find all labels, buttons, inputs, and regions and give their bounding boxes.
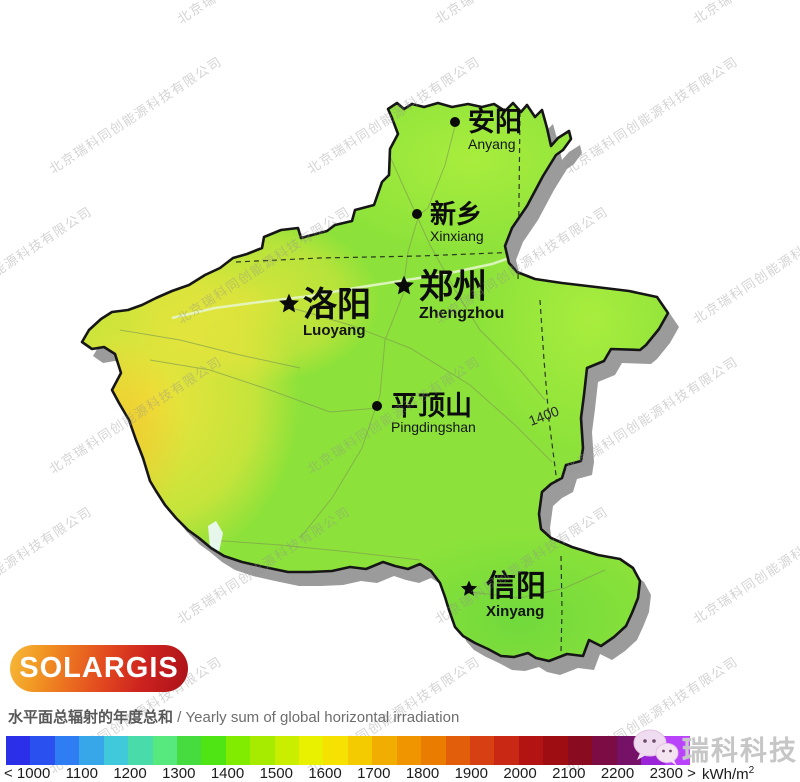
wechat-icon[interactable] <box>630 726 682 770</box>
solargis-logo-text: SOLARGIS <box>19 652 179 684</box>
partner-name: 瑞科科技 <box>682 735 798 766</box>
city-marker-dot <box>412 209 422 219</box>
city-label-zh: 安阳 <box>468 107 522 137</box>
city-label-en: Xinxiang <box>430 228 484 244</box>
city-marker-star <box>279 293 299 313</box>
solargis-logo[interactable]: SOLARGIS <box>10 645 188 692</box>
road-lines <box>119 125 606 599</box>
lake <box>208 521 223 552</box>
partner-branding: 瑞科科技 <box>630 726 798 770</box>
city-label-zh: 郑州 <box>419 268 487 306</box>
city-label-zh: 平顶山 <box>391 391 472 421</box>
city-label-en: Luoyang <box>303 322 366 339</box>
city-label-zh: 新乡 <box>430 199 482 229</box>
city-marker-star <box>394 275 414 295</box>
city-label-zh: 洛阳 <box>303 286 371 324</box>
city-label-zh: 信阳 <box>486 570 546 603</box>
city-label-en: Zhengzhou <box>419 305 504 322</box>
city-label-en: Xinyang <box>486 603 544 620</box>
river-line <box>171 253 519 320</box>
city-marker-star <box>460 580 478 596</box>
city-marker-dot <box>450 117 460 127</box>
city-marker-dot <box>372 401 382 411</box>
city-label-en: Pingdingshan <box>391 419 476 435</box>
city-label-en: Anyang <box>468 136 515 152</box>
